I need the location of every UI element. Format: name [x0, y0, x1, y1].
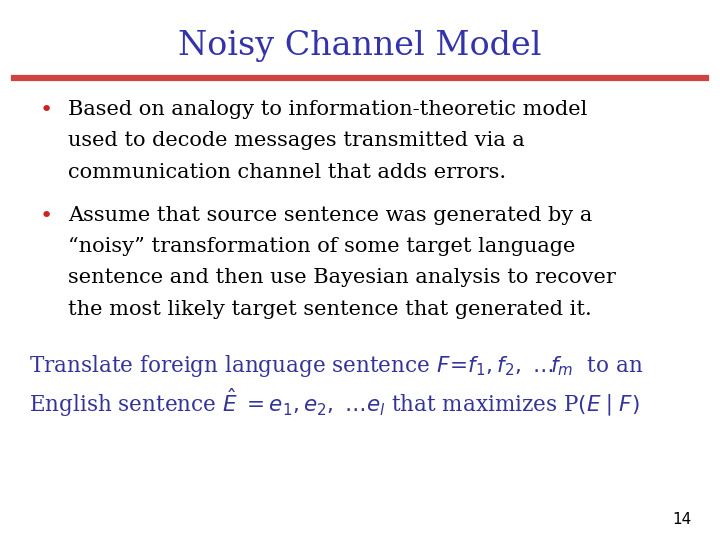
Text: •: • [40, 206, 53, 226]
Text: used to decode messages transmitted via a: used to decode messages transmitted via … [68, 131, 525, 150]
Text: 14: 14 [672, 511, 691, 526]
Text: Noisy Channel Model: Noisy Channel Model [179, 30, 541, 62]
Text: “noisy” transformation of some target language: “noisy” transformation of some target la… [68, 237, 576, 256]
Text: English sentence $\hat{E}$ $= e_1, e_2,$ $\ldots e_l$ that maximizes P$(E \mid F: English sentence $\hat{E}$ $= e_1, e_2,$… [29, 386, 639, 419]
Text: the most likely target sentence that generated it.: the most likely target sentence that gen… [68, 300, 592, 319]
Text: Based on analogy to information-theoretic model: Based on analogy to information-theoreti… [68, 100, 588, 119]
Text: Assume that source sentence was generated by a: Assume that source sentence was generate… [68, 206, 593, 225]
Text: sentence and then use Bayesian analysis to recover: sentence and then use Bayesian analysis … [68, 268, 616, 287]
Text: communication channel that adds errors.: communication channel that adds errors. [68, 163, 507, 181]
Text: •: • [40, 100, 53, 120]
Text: Translate foreign language sentence $F\!=\!f_1, f_2,$ $\ldots\!f_m$  to an: Translate foreign language sentence $F\!… [29, 353, 643, 379]
